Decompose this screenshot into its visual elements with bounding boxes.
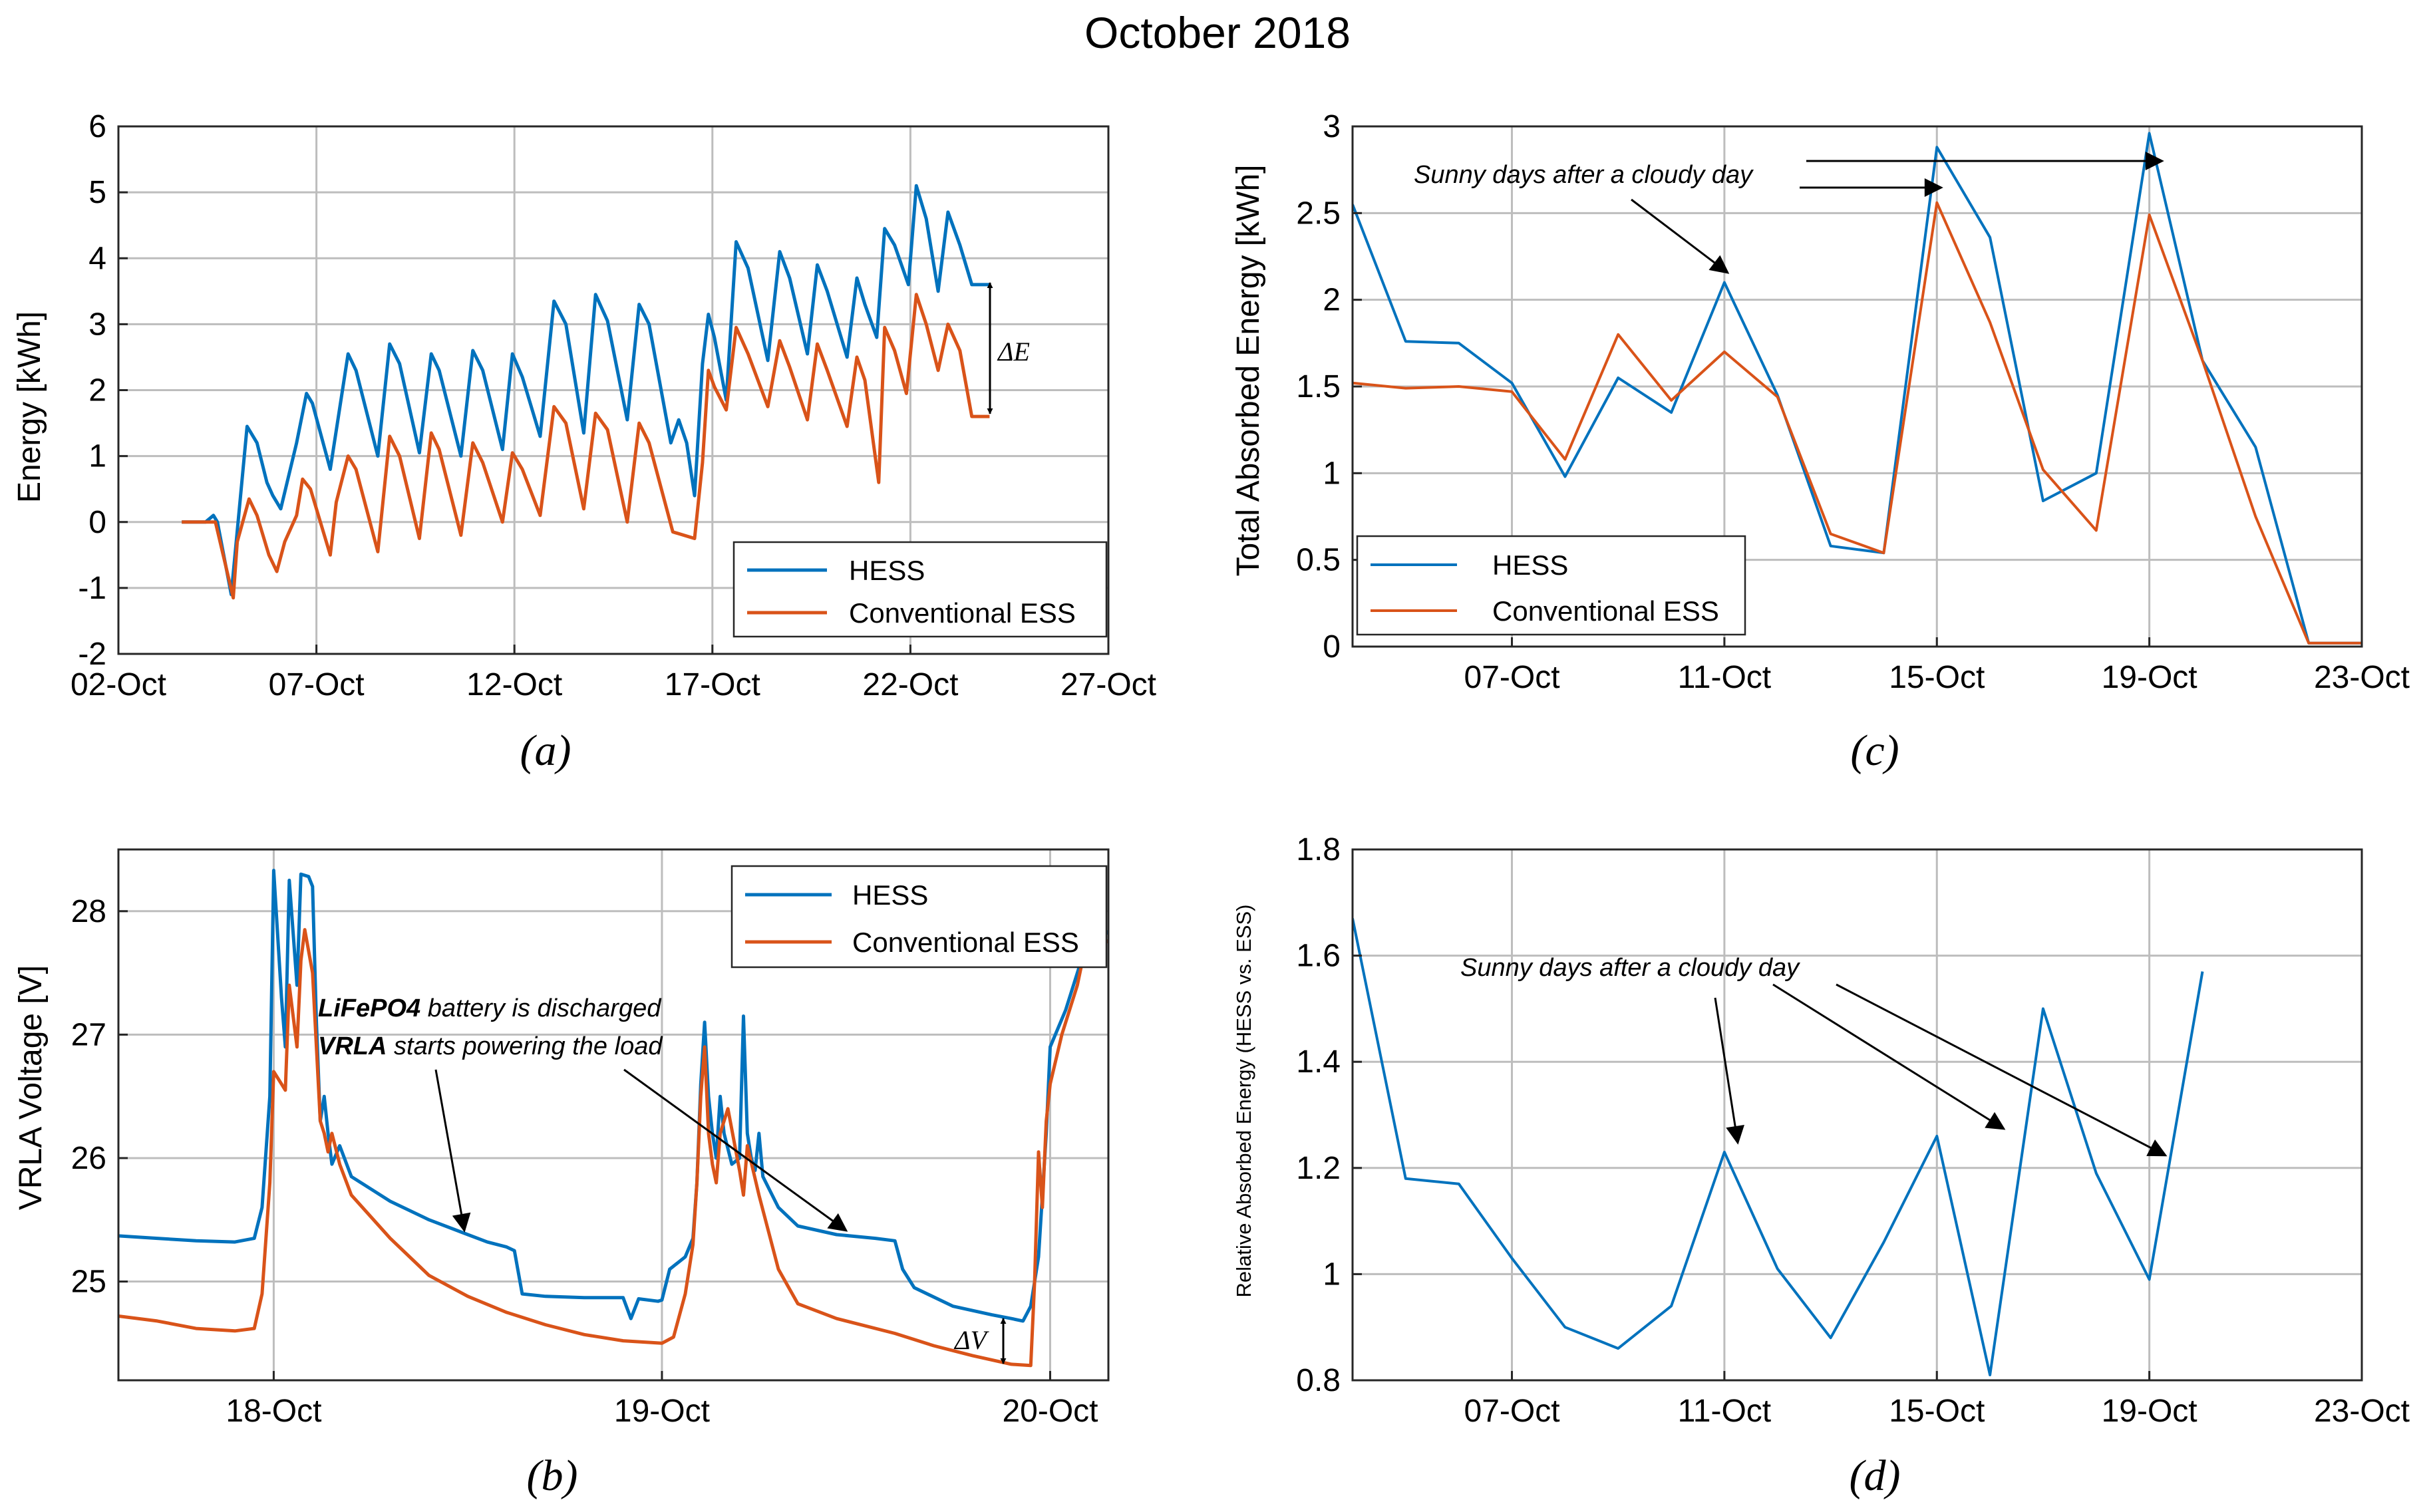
panel-d-ytick-label-0: 0.8 — [1296, 1363, 1341, 1398]
panel-a-ytick-label-1: -1 — [78, 571, 106, 606]
panel-b-xtick-label-0: 18-Oct — [226, 1394, 321, 1429]
panel-d-xtick-label-4: 23-Oct — [2314, 1394, 2410, 1429]
panel-a-xtick-label-2: 12-Oct — [466, 667, 562, 702]
delta-e-label: ΔE — [997, 337, 1030, 367]
panel-c-ytick-label-1: 0.5 — [1296, 543, 1341, 578]
panel-a: 02-Oct 07-Oct 12-Oct 17-Oct 22-Oct 27-Oct -2 -1… — [12, 109, 1156, 775]
sunny-annotation-c-text: Sunny days after a cloudy day — [1414, 161, 1754, 189]
panel-c-ytick-label-2: 1 — [1323, 456, 1341, 491]
panel-b-ytick-label-2: 27 — [71, 1017, 106, 1052]
panel-c-xtick-label-4: 23-Oct — [2314, 660, 2410, 695]
panel-c-ytick-label-4: 2 — [1323, 283, 1341, 318]
sunny-annotation-c: Sunny days after a cloudy day — [1414, 152, 2164, 274]
panel-d-ytick-label-5: 1.8 — [1296, 832, 1341, 867]
panel-a-ytick-label-3: 1 — [88, 439, 106, 474]
panel-b-xtick-label-1: 19-Oct — [614, 1394, 710, 1429]
panel-d-series-hess-line — [1353, 918, 2204, 1376]
legend-a-box — [732, 541, 1108, 638]
sunny-arrow-c1 — [1631, 198, 1730, 274]
sunny-arrow-d1 — [1714, 997, 1744, 1145]
discharge-annotation-line2: VRLA starts powering the load — [318, 1032, 663, 1060]
panel-d-axes-frame — [1351, 848, 2363, 1382]
legend-a-hess-label: HESS — [849, 555, 925, 586]
panel-c-xtick-label-0: 07-Oct — [1464, 660, 1560, 695]
sunny-annotation-d-text: Sunny days after a cloudy day — [1460, 954, 1800, 982]
panel-c-xtick-label-1: 11-Oct — [1678, 660, 1771, 695]
panel-c-series-hess-line — [1353, 132, 2362, 645]
panel-a-ytick-label-8: 6 — [88, 109, 106, 144]
panel-b: 18-Oct 19-Oct 20-Oct 25 26 27 28 VRLA Voltage … — [13, 848, 1110, 1500]
delta-e-marker: ΔE — [987, 282, 1030, 414]
panel-a-ytick-label-4: 2 — [88, 373, 106, 408]
figure-title: October 2018 — [1084, 8, 1351, 57]
legend-b-hess-label: HESS — [852, 879, 928, 911]
panel-a-xtick-label-5: 27-Oct — [1060, 667, 1156, 702]
panel-c-xtick-label-3: 19-Oct — [2102, 660, 2197, 695]
legend-c-ess-label: Conventional ESS — [1492, 595, 1719, 627]
panel-d-ytick-label-1: 1 — [1323, 1257, 1341, 1292]
panel-a-ytick-label-5: 3 — [88, 307, 106, 342]
panel-a-label: (a) — [520, 726, 571, 775]
delta-v-label: ΔV — [953, 1325, 989, 1355]
panel-d-ytick-label-2: 1.2 — [1296, 1151, 1341, 1186]
panel-d-label: (d) — [1850, 1451, 1901, 1500]
discharge-arrow-1 — [434, 1069, 471, 1233]
panel-b-ylabel: VRLA Voltage [V] — [13, 965, 49, 1210]
panel-a-ytick-label-2: 0 — [88, 505, 106, 540]
panel-d-xtick-label-3: 19-Oct — [2102, 1394, 2197, 1429]
legend-c: HESS Conventional ESS — [1356, 535, 1746, 636]
panel-a-xtick-label-3: 17-Oct — [665, 667, 760, 702]
panel-d-xtick-label-2: 15-Oct — [1889, 1394, 1985, 1429]
panel-a-series-ess-line — [182, 293, 990, 600]
panel-a-ytick-label-6: 4 — [88, 241, 106, 276]
panel-c-ylabel: Total Absorbed Energy [kWh] — [1231, 165, 1266, 577]
panel-b-series-hess-line — [118, 869, 1108, 1323]
panel-b-ytick-label-3: 28 — [71, 894, 106, 929]
panel-a-ylabel: Energy [kWh] — [12, 311, 47, 503]
panel-a-series-hess-line — [182, 184, 990, 597]
panel-c-ytick-label-3: 1.5 — [1296, 369, 1341, 404]
panel-c-ytick-label-0: 0 — [1323, 629, 1341, 665]
panel-a-xtick-label-0: 02-Oct — [71, 667, 166, 702]
panel-c-xtick-label-2: 15-Oct — [1889, 660, 1985, 695]
discharge-annotation: LiFePO4 battery is discharged VRLA start… — [318, 994, 848, 1233]
panel-d-ytick-label-4: 1.6 — [1296, 939, 1341, 974]
panel-d-xtick-label-1: 11-Oct — [1678, 1394, 1771, 1429]
panel-a-xtick-label-4: 22-Oct — [862, 667, 958, 702]
legend-b-ess-label: Conventional ESS — [852, 927, 1079, 958]
panel-b-label: (b) — [527, 1451, 578, 1500]
panel-c: 07-Oct 11-Oct 15-Oct 19-Oct 23-Oct 0 0.5 1 1.5 2 2… — [1231, 109, 2410, 775]
panel-a-ytick-label-0: -2 — [78, 637, 106, 672]
sunny-annotation-d: Sunny days after a cloudy day — [1460, 954, 2168, 1157]
panel-b-axes-frame — [117, 848, 1110, 1382]
panel-b-ytick-label-1: 26 — [71, 1141, 106, 1176]
legend-a-ess-label: Conventional ESS — [849, 597, 1076, 629]
panel-a-ytick-label-7: 5 — [88, 175, 106, 210]
legend-c-box — [1356, 535, 1746, 636]
panel-c-ytick-label-5: 2.5 — [1296, 196, 1341, 231]
discharge-arrow-2 — [623, 1068, 848, 1232]
legend-a: HESS Conventional ESS — [732, 541, 1108, 638]
legend-b: HESS Conventional ESS — [730, 865, 1108, 969]
discharge-annotation-line1: LiFePO4 battery is discharged — [318, 994, 662, 1022]
panel-d: 07-Oct 11-Oct 15-Oct 19-Oct 23-Oct 0.8 1 1.2 1.4… — [1232, 832, 2410, 1500]
panel-b-xtick-label-2: 20-Oct — [1002, 1394, 1098, 1429]
legend-c-hess-label: HESS — [1492, 549, 1568, 581]
legend-b-box — [730, 865, 1108, 969]
panel-d-xtick-label-0: 07-Oct — [1464, 1394, 1560, 1429]
panel-c-series-ess-line — [1353, 201, 2362, 645]
delta-v-marker: ΔV — [953, 1318, 1007, 1364]
sunny-arrow-d2 — [1772, 983, 2006, 1130]
panel-a-xtick-label-1: 07-Oct — [269, 667, 365, 702]
panel-d-ylabel: Relative Absorbed Energy (HESS vs. ESS) — [1232, 905, 1255, 1298]
sunny-arrow-d3 — [1836, 983, 2168, 1157]
panel-c-ytick-label-6: 3 — [1323, 109, 1341, 144]
panel-b-ytick-label-0: 25 — [71, 1265, 106, 1300]
panel-d-ytick-label-3: 1.4 — [1296, 1044, 1341, 1080]
panel-c-label: (c) — [1850, 726, 1899, 775]
